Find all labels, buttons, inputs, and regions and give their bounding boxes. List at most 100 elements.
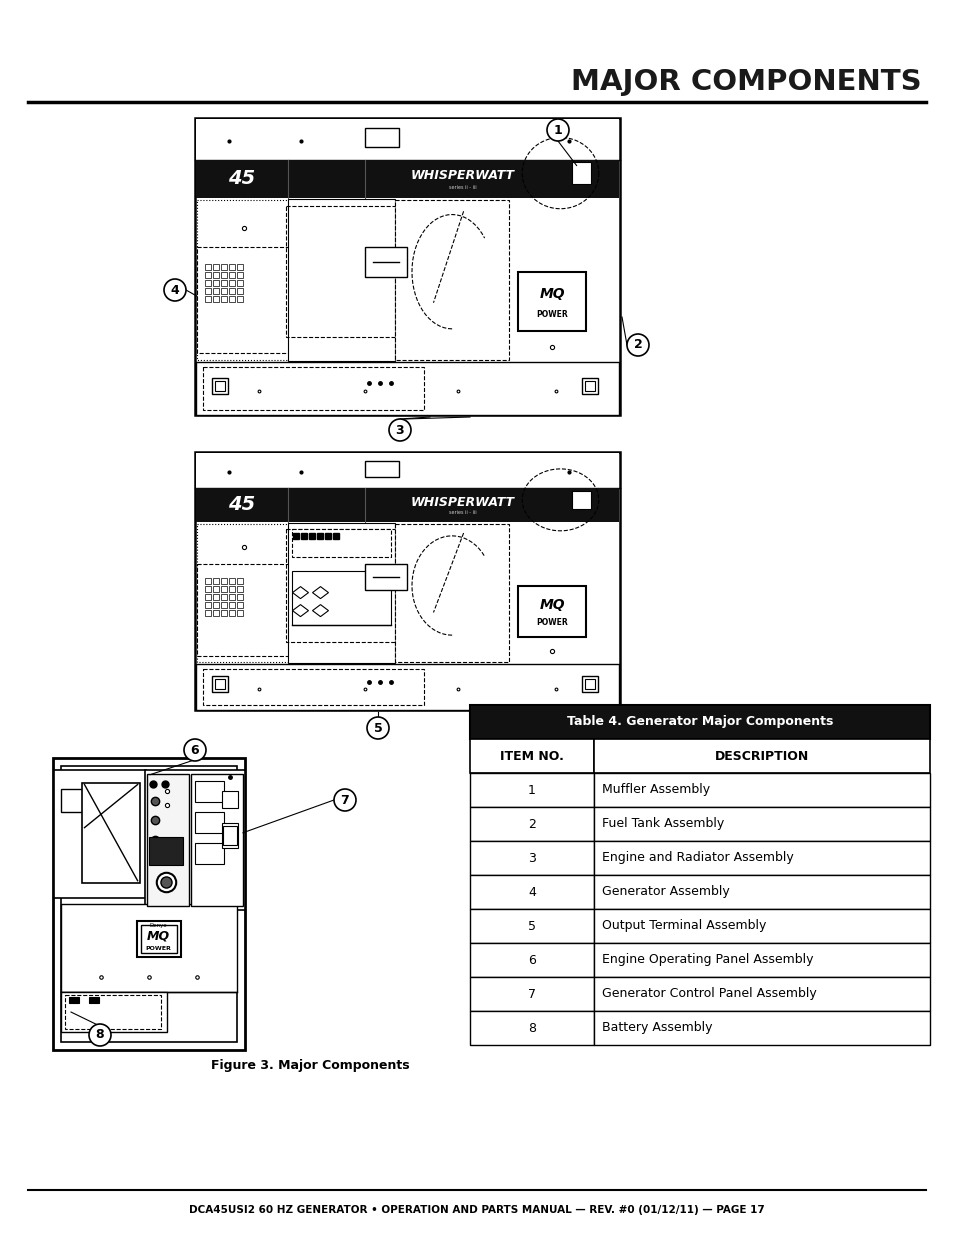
- Bar: [229, 587, 234, 593]
- Bar: [213, 378, 229, 394]
- Bar: [194, 811, 223, 832]
- Text: Muffler Assembly: Muffler Assembly: [601, 783, 710, 797]
- Bar: [145, 769, 245, 910]
- Bar: [205, 594, 211, 600]
- Text: 3: 3: [395, 424, 404, 436]
- Circle shape: [334, 789, 355, 811]
- Text: POWER: POWER: [536, 619, 567, 627]
- Bar: [195, 159, 618, 198]
- Bar: [205, 603, 211, 609]
- Polygon shape: [313, 605, 328, 616]
- Bar: [61, 789, 84, 813]
- Text: series ii - iii: series ii - iii: [449, 510, 476, 515]
- Text: Figure 3. Major Components: Figure 3. Major Components: [211, 1058, 409, 1072]
- Text: 45: 45: [228, 495, 255, 515]
- Bar: [196, 524, 291, 662]
- Bar: [470, 876, 594, 909]
- Bar: [517, 585, 585, 637]
- Bar: [222, 823, 237, 848]
- Bar: [229, 263, 234, 269]
- Text: Output Terminal Assembly: Output Terminal Assembly: [601, 920, 766, 932]
- Text: Denyo: Denyo: [150, 923, 168, 927]
- Bar: [213, 279, 219, 285]
- Bar: [65, 994, 161, 1030]
- Bar: [229, 610, 234, 616]
- Bar: [149, 837, 183, 864]
- Bar: [594, 909, 929, 944]
- Polygon shape: [313, 587, 328, 599]
- Bar: [236, 279, 243, 285]
- Bar: [221, 587, 227, 593]
- Text: 45: 45: [228, 169, 255, 189]
- Bar: [229, 272, 234, 278]
- Bar: [594, 841, 929, 876]
- Bar: [236, 288, 243, 294]
- Text: Engine and Radiator Assembly: Engine and Radiator Assembly: [601, 851, 793, 864]
- Text: 5: 5: [374, 721, 382, 735]
- Bar: [236, 263, 243, 269]
- Bar: [222, 790, 237, 808]
- Bar: [229, 603, 234, 609]
- Bar: [147, 773, 189, 905]
- Bar: [594, 977, 929, 1011]
- Text: 7: 7: [528, 988, 536, 1000]
- Bar: [236, 587, 243, 593]
- Circle shape: [626, 333, 648, 356]
- Bar: [221, 603, 227, 609]
- Text: 8: 8: [95, 1029, 104, 1041]
- Bar: [236, 594, 243, 600]
- Bar: [517, 272, 585, 331]
- Bar: [221, 272, 227, 278]
- Bar: [365, 247, 407, 277]
- Text: WHISPERWATT: WHISPERWATT: [411, 495, 515, 509]
- Text: 5: 5: [528, 920, 536, 932]
- Circle shape: [164, 279, 186, 301]
- Text: Generator Assembly: Generator Assembly: [601, 885, 729, 899]
- Text: 6: 6: [528, 953, 536, 967]
- Bar: [236, 295, 243, 301]
- Text: Engine Operating Panel Assembly: Engine Operating Panel Assembly: [601, 953, 813, 967]
- Bar: [53, 758, 245, 1050]
- Bar: [195, 663, 618, 710]
- Bar: [205, 272, 211, 278]
- Bar: [470, 909, 594, 944]
- Bar: [205, 610, 211, 616]
- Text: 1: 1: [528, 783, 536, 797]
- Bar: [293, 572, 391, 625]
- Bar: [365, 461, 398, 477]
- Bar: [594, 739, 929, 773]
- Bar: [286, 206, 490, 337]
- Bar: [205, 279, 211, 285]
- Bar: [61, 766, 236, 1042]
- Bar: [213, 295, 219, 301]
- Text: MQ: MQ: [147, 930, 170, 942]
- Bar: [213, 263, 219, 269]
- Bar: [584, 679, 595, 689]
- Bar: [203, 668, 423, 705]
- Bar: [213, 578, 219, 584]
- Bar: [236, 603, 243, 609]
- Text: WHISPERWATT: WHISPERWATT: [411, 169, 515, 183]
- Bar: [196, 564, 312, 657]
- Bar: [203, 367, 423, 410]
- Text: 4: 4: [171, 284, 179, 296]
- Bar: [205, 295, 211, 301]
- Text: ITEM NO.: ITEM NO.: [499, 750, 563, 762]
- Bar: [594, 944, 929, 977]
- Bar: [223, 826, 236, 846]
- Bar: [213, 610, 219, 616]
- Bar: [213, 288, 219, 294]
- Bar: [194, 781, 223, 802]
- Bar: [191, 773, 243, 905]
- Text: 6: 6: [191, 743, 199, 757]
- Bar: [221, 295, 227, 301]
- Bar: [194, 452, 619, 710]
- Bar: [54, 769, 146, 898]
- Text: 3: 3: [528, 851, 536, 864]
- Text: Battery Assembly: Battery Assembly: [601, 1021, 712, 1035]
- Bar: [229, 295, 234, 301]
- Bar: [594, 876, 929, 909]
- Text: 1: 1: [553, 124, 561, 137]
- Bar: [205, 578, 211, 584]
- Bar: [470, 705, 929, 739]
